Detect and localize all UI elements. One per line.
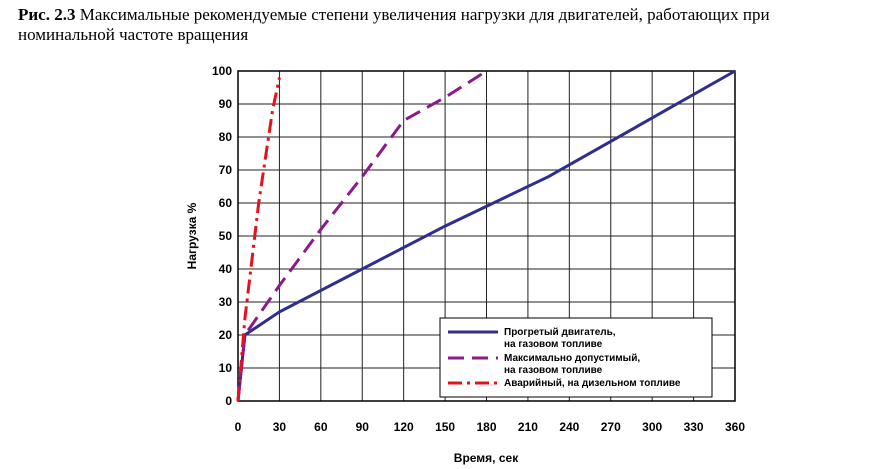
- x-tick-label: 0: [235, 420, 242, 434]
- x-tick-label: 150: [435, 420, 455, 434]
- y-tick-label: 10: [219, 361, 233, 375]
- x-tick-label: 210: [518, 420, 538, 434]
- x-tick-label: 60: [314, 420, 328, 434]
- series-line: [236, 69, 488, 402]
- y-tick-label: 0: [225, 394, 232, 408]
- legend-label: Аварийный, на дизельном топливе: [504, 378, 681, 389]
- x-tick-label: 240: [559, 420, 579, 434]
- x-axis-label: Время, сек: [454, 451, 519, 465]
- x-tick-label: 120: [394, 420, 414, 434]
- title-text: Максимальные рекомендуемые степени увели…: [80, 5, 770, 24]
- x-tick-label: 180: [476, 420, 496, 434]
- series-line: [236, 77, 281, 402]
- y-tick-label: 80: [219, 130, 233, 144]
- legend-label: на газовом топливе: [504, 339, 603, 350]
- legend-label: Прогретый двигатель,: [504, 327, 616, 338]
- x-tick-label: 360: [725, 420, 745, 434]
- x-tick-label: 270: [601, 420, 621, 434]
- y-tick-label: 90: [219, 97, 233, 111]
- figure-label: Рис. 2.3: [18, 5, 75, 24]
- y-tick-label: 40: [219, 262, 233, 276]
- legend-label: Максимально допустимый,: [504, 353, 640, 364]
- y-axis-label: Нагрузка %: [185, 202, 199, 269]
- plot-border: [237, 70, 736, 402]
- x-tick-label: 30: [273, 420, 287, 434]
- chart-title-line2: номинальной частоте вращения: [18, 25, 248, 44]
- x-tick-label: 300: [642, 420, 662, 434]
- y-tick-label: 20: [219, 328, 233, 342]
- x-tick-label: 330: [684, 420, 704, 434]
- y-tick-label: 60: [219, 196, 233, 210]
- y-tick-label: 70: [219, 163, 233, 177]
- y-tick-label: 100: [212, 64, 232, 78]
- y-tick-label: 50: [219, 229, 233, 243]
- chart-title: Рис. 2.3 Максимальные рекомендуемые степ…: [18, 5, 770, 24]
- legend-label: на газовом топливе: [504, 365, 603, 376]
- y-tick-label: 30: [219, 295, 233, 309]
- x-tick-label: 90: [356, 420, 370, 434]
